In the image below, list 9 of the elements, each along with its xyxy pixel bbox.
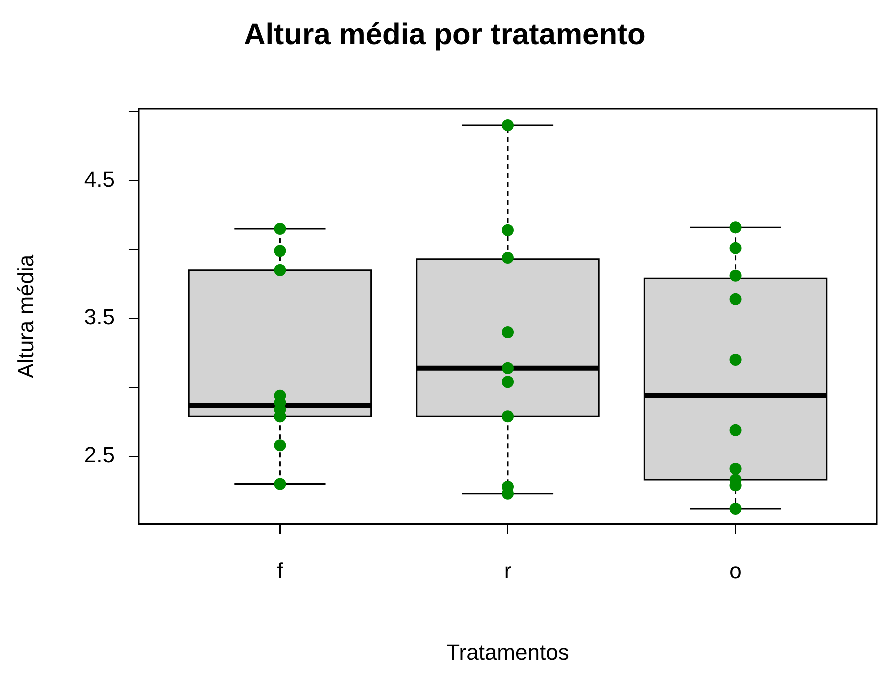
x-tick-label: r: [504, 558, 512, 584]
y-tick-label: 4.5: [84, 166, 115, 192]
y-axis-title: Altura média: [13, 254, 38, 378]
chart-title: Altura média por tratamento: [244, 18, 646, 52]
x-tick-label: f: [277, 558, 284, 584]
y-tick-label: 3.5: [84, 304, 115, 330]
x-axis-title: Tratamentos: [446, 640, 570, 665]
x-tick-label: o: [730, 558, 742, 584]
y-tick-label: 2.5: [84, 442, 115, 468]
